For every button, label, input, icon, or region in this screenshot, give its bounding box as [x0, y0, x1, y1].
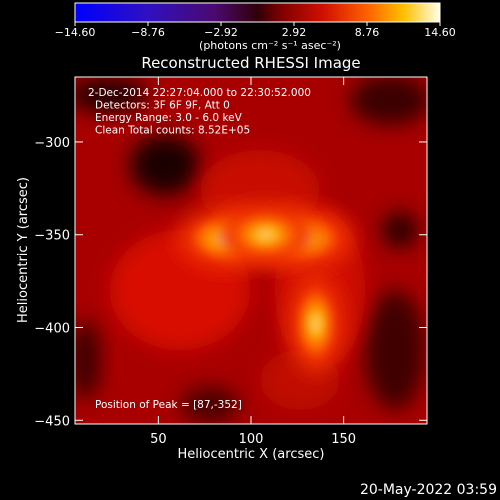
colorbar-unit-label: (photons cm⁻² s⁻¹ asec⁻²) — [199, 39, 341, 52]
y-tick-label: −450 — [34, 414, 70, 429]
x-tick-label: 100 — [239, 432, 264, 447]
info-line: 2-Dec-2014 22:27:04.000 to 22:30:52.000 — [88, 87, 311, 99]
bright-source — [289, 274, 343, 374]
y-axis: −300 −350 −400 −450 — [34, 136, 427, 429]
y-tick-label: −300 — [34, 136, 70, 151]
colorbar-tick-label: 2.92 — [282, 26, 307, 39]
chart-title: Reconstructed RHESSI Image — [141, 54, 360, 72]
colorbar-tick-label: 8.76 — [355, 26, 380, 39]
info-line: Detectors: 3F 6F 9F, Att 0 — [95, 100, 230, 112]
x-axis: 50 100 150 — [150, 77, 356, 447]
info-line: Clean Total counts: 8.52E+05 — [95, 125, 250, 137]
colorbar-tick-label: −14.60 — [55, 26, 96, 39]
observation-info: 2-Dec-2014 22:27:04.000 to 22:30:52.000D… — [88, 87, 311, 137]
info-line: Energy Range: 3.0 - 6.0 keV — [95, 112, 243, 124]
colorbar-tick-label: −2.92 — [204, 26, 238, 39]
colorbar — [74, 2, 441, 23]
colorbar-ticks: −14.60 −8.76 −2.92 2.92 8.76 14.60 — [55, 22, 456, 39]
x-tick-label: 150 — [331, 432, 356, 447]
y-tick-label: −350 — [34, 229, 70, 244]
plot-timestamp: 20-May-2022 03:59 — [360, 482, 497, 498]
x-tick-label: 50 — [150, 432, 167, 447]
y-tick-label: −400 — [34, 322, 70, 337]
heatmap-image — [75, 77, 427, 424]
colorbar-tick-label: −8.76 — [131, 26, 165, 39]
x-axis-label: Heliocentric X (arcsec) — [178, 447, 325, 462]
bright-source — [216, 204, 316, 266]
colorbar-tick-label: 14.60 — [424, 26, 456, 39]
y-axis-label: Heliocentric Y (arcsec) — [16, 177, 31, 323]
peak-position-label: Position of Peak = [87,-352] — [95, 399, 242, 411]
